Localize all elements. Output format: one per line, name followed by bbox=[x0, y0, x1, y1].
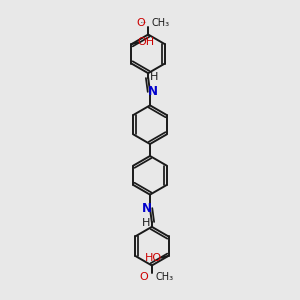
Text: N: N bbox=[148, 85, 158, 98]
Text: H: H bbox=[149, 72, 158, 82]
Text: CH₃: CH₃ bbox=[155, 272, 174, 282]
Text: O: O bbox=[140, 272, 148, 282]
Text: HO: HO bbox=[145, 253, 162, 263]
Text: OH: OH bbox=[138, 37, 155, 47]
Text: O: O bbox=[136, 18, 145, 28]
Text: N: N bbox=[142, 202, 152, 215]
Text: methoxy: methoxy bbox=[140, 22, 147, 23]
Text: CH₃: CH₃ bbox=[152, 18, 170, 28]
Text: H: H bbox=[142, 218, 151, 228]
